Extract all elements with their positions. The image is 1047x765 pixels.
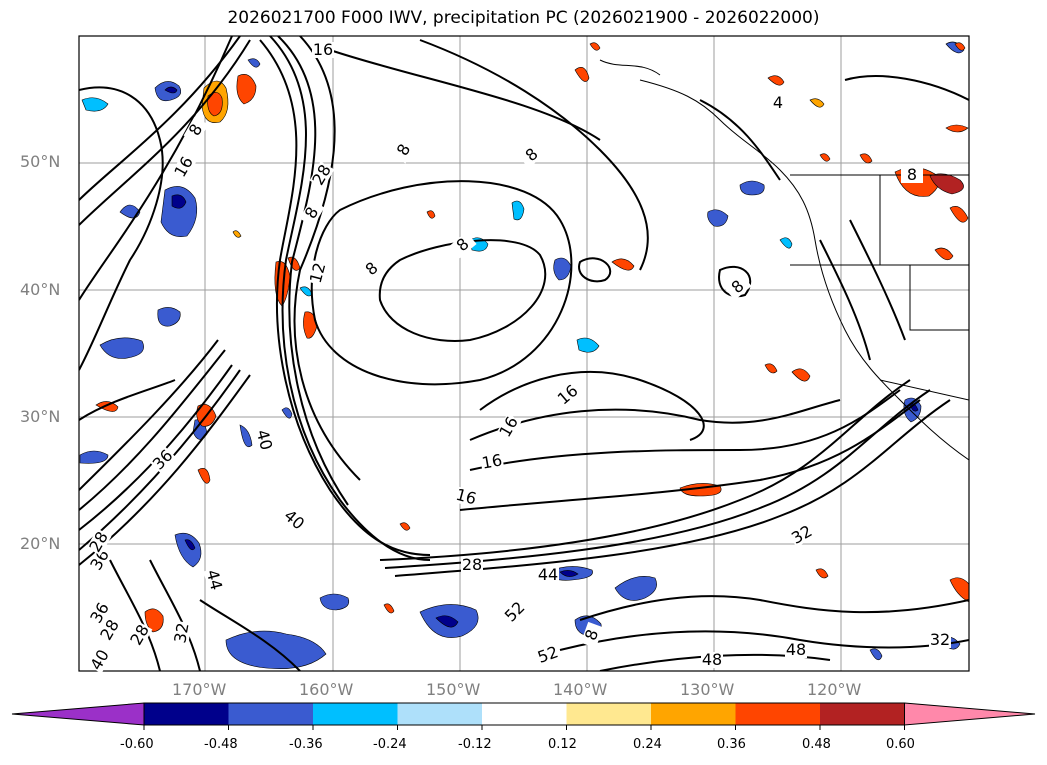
contour-label-bg (785, 642, 807, 658)
colorbar-seg-8 (735, 703, 820, 725)
map-title: 2026021700 F000 IWV, precipitation PC (2… (227, 8, 820, 28)
gridlines (79, 36, 969, 671)
contour-label-bg (901, 167, 923, 183)
colorbar-tick-label: -0.60 (120, 737, 154, 752)
lon-label-130w: 130°W (680, 680, 735, 699)
contour-label-bg (537, 567, 559, 583)
map-border (78, 35, 970, 672)
contour-label-bg (453, 486, 479, 508)
contour-label-bg (496, 413, 522, 441)
contour-label-bg (309, 161, 335, 189)
colorbar-seg-9 (820, 703, 905, 725)
contour-label-bg (449, 231, 477, 259)
contour-label: 16 (313, 40, 333, 59)
contour-label-bg (86, 528, 112, 556)
colorbar-tick-label: -0.48 (204, 737, 238, 752)
colorbar-tick-label: -0.24 (373, 737, 407, 752)
iwv-contours (79, 36, 969, 671)
colorbar-seg-7 (651, 703, 736, 725)
contour-label: 28 (462, 555, 482, 574)
contour-label: 12 (306, 261, 330, 286)
contour-label-bg (929, 632, 951, 648)
lon-label-150w: 150°W (426, 680, 481, 699)
contour-label-bg (724, 273, 752, 301)
precip-patches-negative (79, 41, 965, 669)
colorbar-tick-label: -0.36 (289, 737, 323, 752)
colorbar-seg-2 (228, 703, 313, 725)
lat-label-20n: 20°N (20, 534, 61, 553)
contour-label: 44 (203, 568, 227, 593)
lat-label-30n: 30°N (20, 407, 61, 426)
contour-label-bg (767, 95, 789, 111)
lon-label-170w: 170°W (172, 680, 227, 699)
contour-label: 16 (480, 450, 503, 472)
contour-label-bg (391, 136, 417, 164)
contour-label: 16 (454, 485, 479, 509)
contour-label: 40 (253, 428, 277, 453)
contour-label: 48 (702, 650, 722, 669)
colorbar-extend-high (904, 702, 1036, 726)
contour-label: 8 (907, 165, 917, 184)
colorbar-tick-label: 0.12 (548, 737, 577, 752)
contour-label: 32 (170, 621, 192, 644)
contour-label-bg (87, 546, 113, 574)
contour-label-bg (183, 116, 209, 144)
colorbar-seg-5 (482, 703, 567, 725)
contour-label-bg (171, 153, 197, 181)
colorbar-extend-low (11, 702, 145, 726)
contour-label-bg (149, 446, 177, 474)
contour-label-bg (501, 598, 529, 626)
contour-label: 48 (786, 640, 806, 659)
contour-label-bg (554, 381, 582, 409)
colorbar-tick-label: 0.60 (886, 737, 915, 752)
contour-label-bg (280, 506, 308, 534)
contour-label-bg (97, 616, 123, 644)
colorbar-seg-3 (313, 703, 398, 725)
contour-label-bg (172, 620, 192, 646)
contour-label-bg (788, 522, 816, 548)
contour-label-bg (253, 427, 275, 453)
lon-label-120w: 120°W (807, 680, 862, 699)
contour-label-bg (87, 646, 113, 674)
contour-label: 4 (773, 93, 783, 112)
colorbar-seg-6 (566, 703, 651, 725)
contour-label-bg (534, 643, 562, 667)
colorbar-seg-4 (397, 703, 482, 725)
colorbar-seg-1 (144, 703, 229, 725)
colorbar-tick-label: 0.48 (802, 737, 831, 752)
lon-label-160w: 160°W (299, 680, 354, 699)
contour-label-bg (701, 652, 723, 668)
contour-label-bg (312, 42, 334, 58)
contour-label-bg (479, 452, 505, 472)
lat-label-50n: 50°N (20, 152, 61, 171)
contour-label-bg (518, 141, 546, 169)
contour-label-bg (307, 260, 329, 286)
contour-label: 44 (538, 565, 558, 584)
contour-label-bg (127, 621, 153, 649)
contour-label-bg (203, 567, 225, 593)
contour-label-bg (461, 557, 483, 573)
contour-label-bg (358, 255, 386, 283)
contour-label-bg (87, 599, 113, 627)
coastlines (599, 59, 969, 461)
colorbar-tick-label: -0.12 (458, 737, 492, 752)
contour-label-bg (299, 199, 325, 227)
lon-label-140w: 140°W (553, 680, 608, 699)
colorbar (11, 702, 1036, 730)
lat-label-40n: 40°N (20, 280, 61, 299)
colorbar-tick-label: 0.24 (633, 737, 662, 752)
colorbar-tick-label: 0.36 (717, 737, 746, 752)
contour-label-bg (580, 621, 604, 649)
contour-label: 32 (930, 630, 950, 649)
